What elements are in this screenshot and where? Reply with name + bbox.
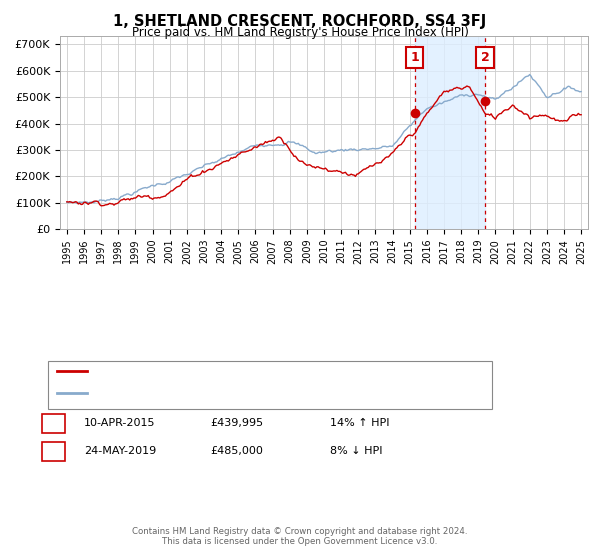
Text: Price paid vs. HM Land Registry's House Price Index (HPI): Price paid vs. HM Land Registry's House … bbox=[131, 26, 469, 39]
Text: Contains HM Land Registry data © Crown copyright and database right 2024.
This d: Contains HM Land Registry data © Crown c… bbox=[132, 526, 468, 546]
Text: 1: 1 bbox=[49, 416, 58, 430]
Text: 1: 1 bbox=[410, 51, 419, 64]
Text: 1, SHETLAND CRESCENT, ROCHFORD, SS4 3FJ: 1, SHETLAND CRESCENT, ROCHFORD, SS4 3FJ bbox=[113, 14, 487, 29]
Text: £439,995: £439,995 bbox=[210, 418, 263, 428]
Bar bbox=[415, 36, 485, 229]
Text: 24-MAY-2019: 24-MAY-2019 bbox=[84, 446, 156, 456]
Text: 10-APR-2015: 10-APR-2015 bbox=[84, 418, 155, 428]
Text: 2: 2 bbox=[481, 51, 490, 64]
Text: £485,000: £485,000 bbox=[210, 446, 263, 456]
Text: HPI: Average price, detached house, Rochford: HPI: Average price, detached house, Roch… bbox=[93, 389, 332, 398]
Text: 8% ↓ HPI: 8% ↓ HPI bbox=[330, 446, 383, 456]
Text: 1, SHETLAND CRESCENT, ROCHFORD, SS4 3FJ (detached house): 1, SHETLAND CRESCENT, ROCHFORD, SS4 3FJ … bbox=[93, 366, 427, 376]
Text: 2: 2 bbox=[49, 444, 58, 458]
Text: 14% ↑ HPI: 14% ↑ HPI bbox=[330, 418, 389, 428]
